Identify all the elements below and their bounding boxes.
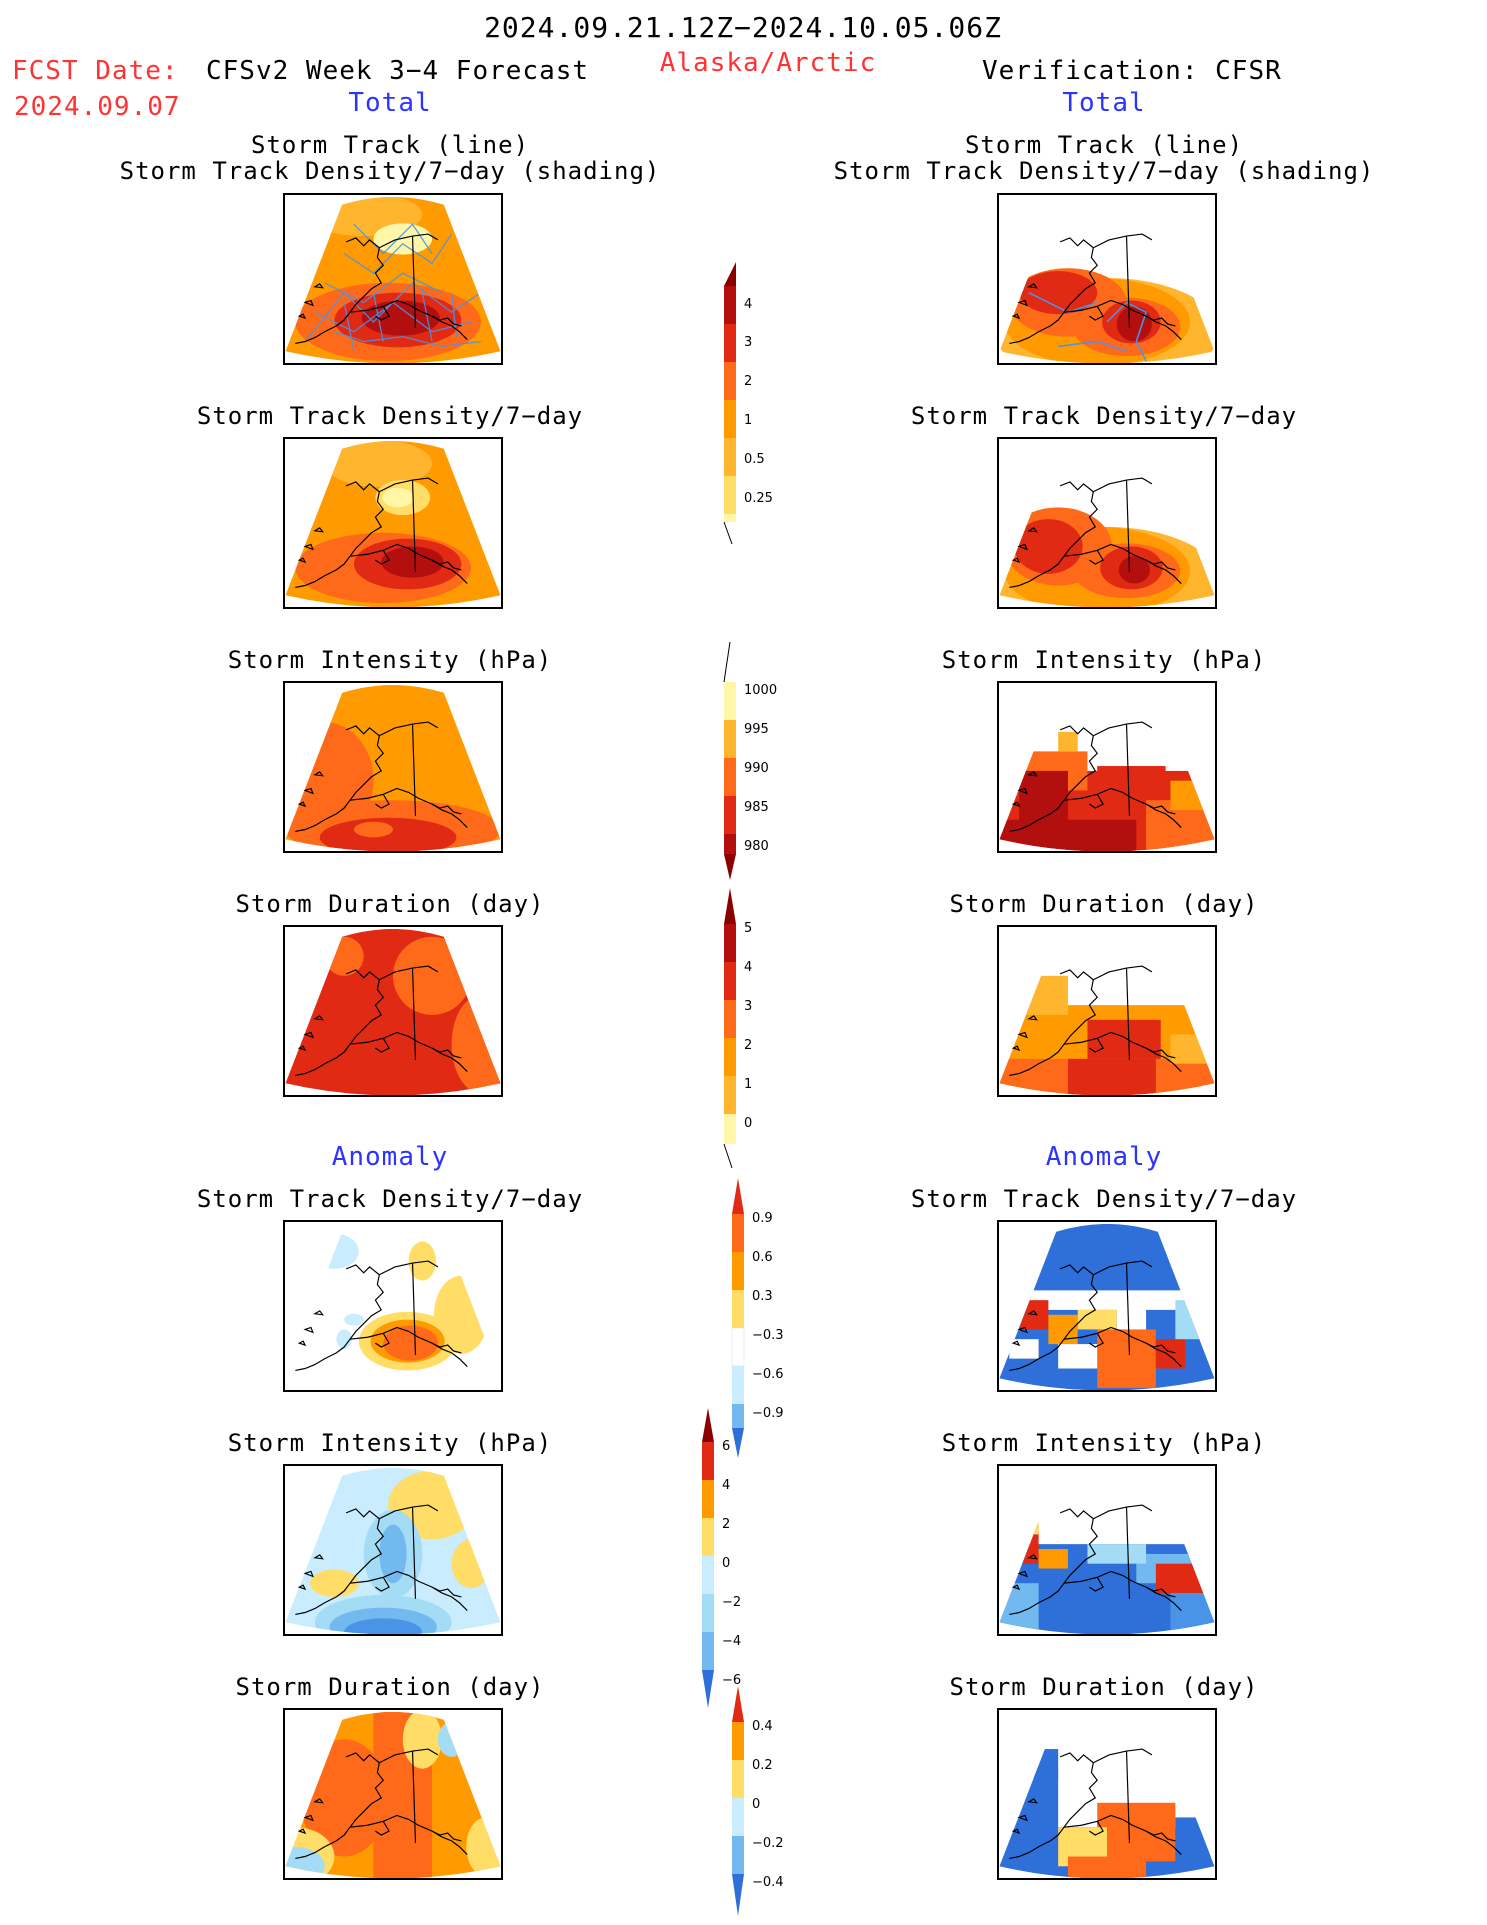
colorbar-density-anom-label-2: 0.3	[752, 1289, 773, 1304]
verification-title: Verification: CFSR	[982, 56, 1282, 86]
colorbar-density-anom: 0.9 0.6 0.3 −0.3 −0.6 −0.9	[730, 1178, 810, 1460]
colorbar-intensity-label-4: 980	[744, 839, 769, 854]
colorbar-duration-anom-label-4: −0.4	[752, 1875, 784, 1890]
colorbar-intensity-anom-label-6: −6	[722, 1673, 742, 1688]
left-storm-track-title: Storm Track (line) Storm Track Density/7…	[119, 131, 661, 185]
colorbar-intensity-label-1: 995	[744, 722, 769, 737]
left-intensity-title: Storm Intensity (hPa)	[227, 646, 553, 674]
right-intensity-anom-title: Storm Intensity (hPa)	[941, 1429, 1267, 1457]
colorbar-density-anom-swatches	[731, 1178, 745, 1458]
colorbar-intensity: 1000 995 990 985 980	[722, 641, 802, 882]
left-duration-anom-title: Storm Duration (day)	[235, 1673, 545, 1701]
left-duration-anom-map	[283, 1708, 503, 1880]
left-duration-title: Storm Duration (day)	[235, 890, 545, 918]
colorbar-duration-anom-swatches	[732, 1686, 744, 1916]
colorbar-density-label-3: 1	[744, 413, 753, 428]
left-intensity-anom-title: Storm Intensity (hPa)	[227, 1429, 553, 1457]
colorbar-duration-label-4: 1	[744, 1077, 753, 1092]
right-intensity-anom-map	[997, 1464, 1217, 1636]
period-title: 2024.09.21.12Z−2024.10.05.06Z	[484, 11, 1002, 44]
colorbar-density-label-5: 0.25	[744, 491, 773, 506]
right-density-map	[997, 437, 1217, 609]
left-intensity-map	[283, 681, 503, 853]
left-density-anom-map	[283, 1220, 503, 1392]
colorbar-intensity-anom-label-1: 4	[722, 1478, 731, 1493]
colorbar-density-anom-label-3: −0.3	[752, 1328, 784, 1343]
fcst-date-label: FCST Date:	[12, 56, 179, 86]
colorbar-duration-label-1: 4	[744, 960, 753, 975]
colorbar-duration-anom-label-1: 0.2	[752, 1758, 773, 1773]
colorbar-density-label-1: 3	[744, 335, 753, 350]
right-storm-track-map	[997, 193, 1217, 365]
right-duration-anom-title: Storm Duration (day)	[949, 1673, 1259, 1701]
colorbar-density-label-0: 4	[744, 297, 753, 312]
left-intensity-anom-map	[283, 1464, 503, 1636]
colorbar-density-label-2: 2	[744, 374, 753, 389]
colorbar-duration-anom: 0.4 0.2 0 −0.2 −0.4	[730, 1686, 810, 1918]
colorbar-intensity-anom-label-5: −4	[722, 1634, 742, 1649]
colorbar-duration-label-0: 5	[744, 921, 753, 936]
left-storm-track-map	[283, 193, 503, 365]
right-intensity-title: Storm Intensity (hPa)	[941, 646, 1267, 674]
colorbar-density-anom-label-0: 0.9	[752, 1211, 773, 1226]
colorbar-density-anom-label-1: 0.6	[752, 1250, 773, 1265]
right-total-label: Total	[1062, 88, 1146, 118]
colorbar-intensity-anom-swatches	[702, 1408, 714, 1708]
right-density-anom-map	[997, 1220, 1217, 1392]
colorbar-duration-label-3: 2	[744, 1038, 753, 1053]
right-duration-map	[997, 925, 1217, 1097]
colorbar-density-anom-label-4: −0.6	[752, 1367, 784, 1382]
colorbar-density-swatches	[723, 262, 736, 545]
colorbar-duration-anom-label-2: 0	[752, 1797, 761, 1812]
colorbar-intensity-anom-label-0: 6	[722, 1439, 731, 1454]
right-storm-track-title: Storm Track (line) Storm Track Density/7…	[833, 131, 1375, 185]
right-intensity-map	[997, 681, 1217, 853]
right-duration-anom-map	[997, 1708, 1217, 1880]
model-title: CFSv2 Week 3−4 Forecast	[206, 56, 590, 86]
colorbar-density-label-4: 0.5	[744, 452, 765, 467]
colorbar-duration-swatches	[723, 888, 736, 1169]
colorbar-duration-anom-label-3: −0.2	[752, 1836, 784, 1851]
colorbar-intensity-anom-label-4: −2	[722, 1595, 742, 1610]
colorbar-density: 4 3 2 1 0.5 0.25	[722, 262, 802, 545]
colorbar-intensity-anom-label-2: 2	[722, 1517, 731, 1532]
right-duration-title: Storm Duration (day)	[949, 890, 1259, 918]
fcst-date-value: 2024.09.07	[14, 92, 181, 122]
colorbar-intensity-label-0: 1000	[744, 683, 778, 698]
colorbar-duration-anom-label-0: 0.4	[752, 1719, 773, 1734]
colorbar-intensity-swatches	[723, 641, 736, 880]
right-anomaly-label: Anomaly	[1045, 1142, 1163, 1172]
left-density-anom-title: Storm Track Density/7−day	[196, 1185, 584, 1213]
colorbar-duration-label-2: 3	[744, 999, 753, 1014]
left-total-label: Total	[348, 88, 432, 118]
colorbar-duration-label-5: 0	[744, 1116, 753, 1131]
right-density-anom-title: Storm Track Density/7−day	[910, 1185, 1298, 1213]
right-density-title: Storm Track Density/7−day	[910, 402, 1298, 430]
colorbar-intensity-anom-label-3: 0	[722, 1556, 731, 1571]
colorbar-intensity-label-2: 990	[744, 761, 769, 776]
region-title: Alaska/Arctic	[659, 48, 877, 78]
left-density-title: Storm Track Density/7−day	[196, 402, 584, 430]
colorbar-density-anom-label-5: −0.9	[752, 1406, 784, 1421]
colorbar-intensity-anom: 6 4 2 0 −2 −4 −6	[700, 1408, 780, 1718]
left-duration-map	[283, 925, 503, 1097]
left-anomaly-label: Anomaly	[331, 1142, 449, 1172]
left-density-map	[283, 437, 503, 609]
colorbar-duration: 5 4 3 2 1 0	[722, 888, 802, 1169]
colorbar-intensity-label-3: 985	[744, 800, 769, 815]
